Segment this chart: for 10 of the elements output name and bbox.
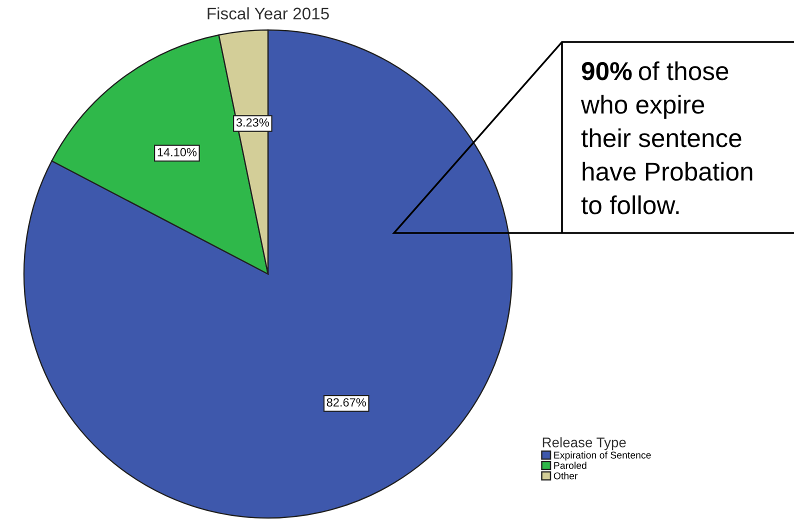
data-label: 3.23% [236, 118, 269, 127]
legend-label: Other [554, 472, 578, 480]
legend-title: Release Type [542, 437, 626, 450]
data-label: 82.67% [326, 398, 366, 407]
legend-label: Expiration of Sentence [554, 451, 651, 460]
legend-label: Paroled [554, 462, 586, 469]
data-label: 14.10% [158, 148, 197, 156]
text: 90% of those who expire their sentence have Probation to follow. [580, 61, 752, 214]
chart-title: Fiscal Year 2015 [208, 7, 329, 20]
pie-slice [23, 29, 513, 519]
